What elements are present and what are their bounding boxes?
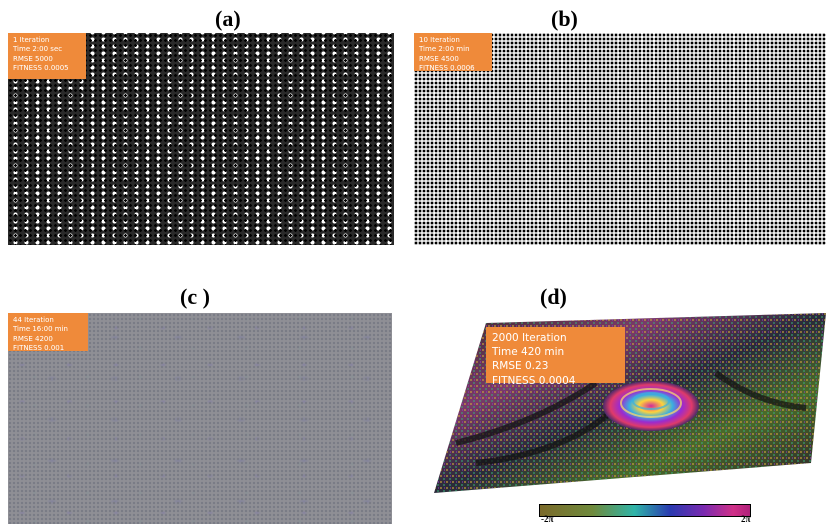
panel-d-iteration: 2000 Iteration xyxy=(492,332,567,344)
panel-c-info-box: 44 Iteration Time 16:00 min RMSE 4200 FI… xyxy=(8,313,88,353)
panel-a-image: 1 Iteration Time 2:00 sec RMSE 5000 FITN… xyxy=(8,33,394,245)
panel-b-image: 10 Iteration Time 2:00 min RMSE 4500 FIT… xyxy=(414,33,826,245)
panel-d-label: (d) xyxy=(540,284,567,309)
panel-c-image: 44 Iteration Time 16:00 min RMSE 4200 FI… xyxy=(8,313,392,524)
panel-a-label: (a) xyxy=(215,6,241,31)
panel-b-label: (b) xyxy=(551,6,578,31)
panel-a-time: Time 2:00 sec xyxy=(13,45,63,54)
panel-d-info-box: 2000 Iteration Time 420 min RMSE 0.23 FI… xyxy=(486,327,625,387)
panel-d-rmse: RMSE 0.23 xyxy=(492,360,549,373)
panel-b-fitness: FITNESS 0.0006 xyxy=(419,64,475,73)
panel-a-info-box: 1 Iteration Time 2:00 sec RMSE 5000 FITN… xyxy=(8,33,86,79)
panel-d-image: 2000 Iteration Time 420 min RMSE 0.23 FI… xyxy=(416,313,826,493)
phase-colorbar xyxy=(539,504,751,517)
panel-c-time: Time 16:00 min xyxy=(13,325,68,334)
panel-b-info-box: 10 Iteration Time 2:00 min RMSE 4500 FIT… xyxy=(414,33,492,73)
panel-a-iteration: 1 Iteration xyxy=(13,36,50,44)
panel-c-label: (c ) xyxy=(180,284,210,309)
panel-b-iteration: 10 Iteration xyxy=(419,36,460,44)
panel-d-time: Time 420 min xyxy=(492,346,565,359)
panel-a-fitness: FITNESS 0.0005 xyxy=(13,64,69,73)
panel-b-time: Time 2:00 min xyxy=(419,45,470,54)
surface-ridge xyxy=(455,370,807,466)
colorbar-max-label: 2π xyxy=(741,514,751,524)
panel-c-fitness: FITNESS 0.001 xyxy=(13,344,65,353)
panel-a-rmse: RMSE 5000 xyxy=(13,54,53,63)
panel-d-fitness: FITNESS 0.0004 xyxy=(492,374,576,387)
panel-c-rmse: RMSE 4200 xyxy=(13,334,53,343)
colorbar-min-label: -2π xyxy=(541,514,554,524)
panel-b-rmse: RMSE 4500 xyxy=(419,54,459,63)
panel-c-iteration: 44 Iteration xyxy=(13,316,54,324)
